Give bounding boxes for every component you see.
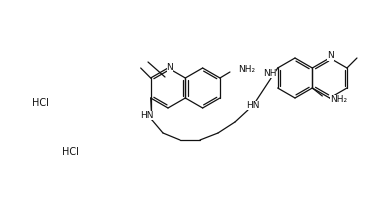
Text: HCl: HCl <box>32 98 49 108</box>
Text: HN: HN <box>140 111 153 120</box>
Text: N: N <box>166 62 173 71</box>
Text: HCl: HCl <box>62 147 79 157</box>
Text: N: N <box>327 51 334 61</box>
Text: HN: HN <box>246 101 260 110</box>
Text: NH: NH <box>263 69 277 78</box>
Text: NH₂: NH₂ <box>330 94 347 103</box>
Text: NH₂: NH₂ <box>238 65 255 74</box>
